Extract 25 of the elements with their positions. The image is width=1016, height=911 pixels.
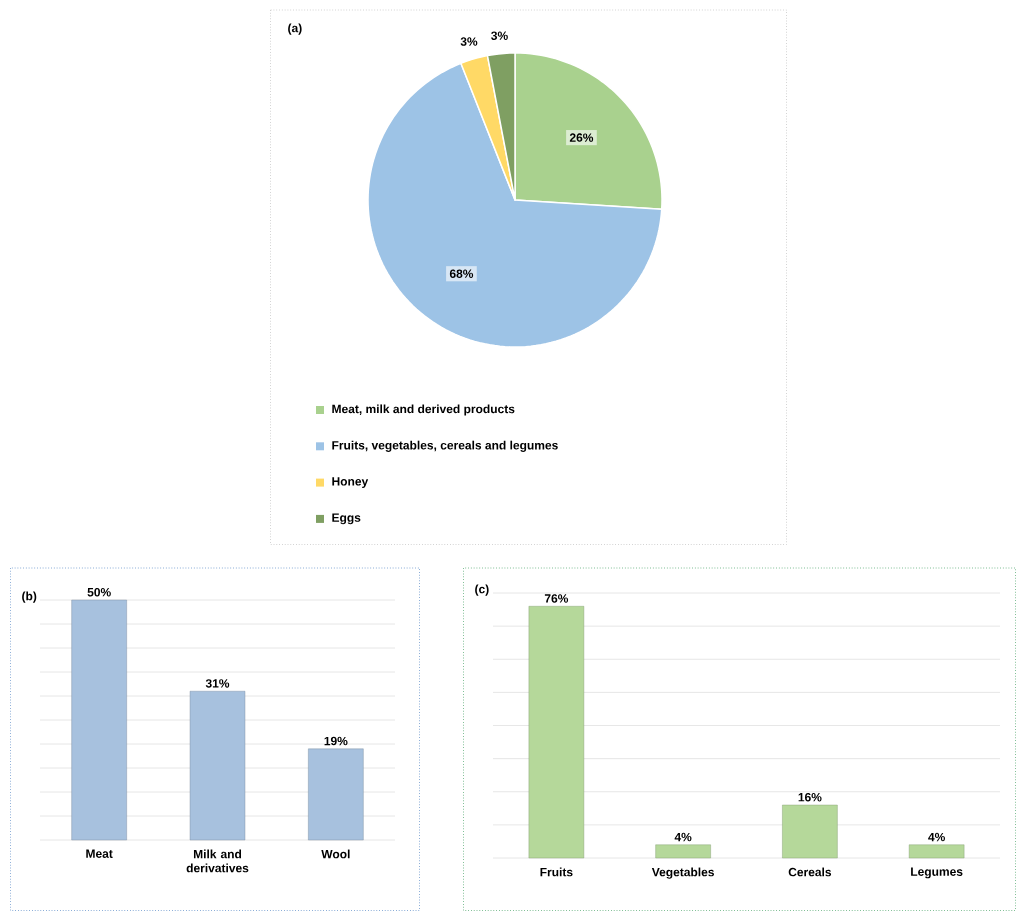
- data-label: 16%: [798, 792, 822, 802]
- data-label: 26%: [569, 133, 594, 142]
- chart-title: (c): [475, 584, 489, 596]
- x-tick-label: Legumes: [911, 867, 963, 879]
- data-label: 4%: [928, 832, 945, 842]
- legend-label: Meat, milk and derived products: [332, 404, 515, 416]
- data-label: 50%: [87, 587, 111, 597]
- chart-title: (a): [288, 23, 302, 35]
- data-label: 76%: [544, 594, 569, 603]
- data-label: 3%: [460, 37, 478, 46]
- x-tick-label: Fruits: [540, 867, 573, 877]
- legend-label: Fruits, vegetables, cereals and legumes: [332, 440, 558, 452]
- x-tick-label: Wool: [321, 849, 350, 859]
- x-tick-label: Cereals: [788, 867, 832, 877]
- data-label: 31%: [205, 679, 230, 688]
- legend-label: Honey: [332, 477, 369, 488]
- data-label: 19%: [324, 736, 348, 746]
- chart-title: (b): [22, 591, 37, 603]
- data-label: 68%: [449, 269, 474, 278]
- data-label: 4%: [674, 832, 692, 842]
- x-tick-label: Vegetables: [651, 867, 714, 879]
- data-label: 3%: [491, 31, 508, 40]
- x-tick-label: Milk and derivatives: [186, 849, 249, 873]
- legend-label: Eggs: [332, 513, 361, 525]
- x-tick-label: Meat: [86, 849, 113, 858]
